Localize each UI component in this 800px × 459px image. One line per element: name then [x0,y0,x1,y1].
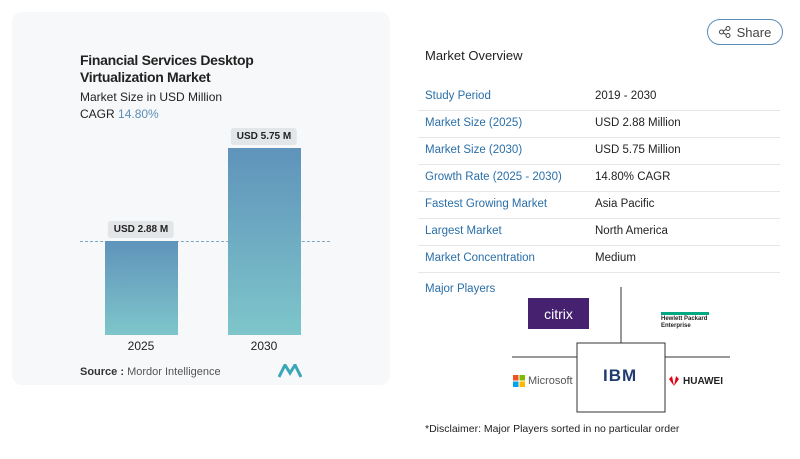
x-tick-label: 2025 [127,339,155,353]
chart-title: Financial Services Desktop Virtualizatio… [80,52,254,85]
logo-microsoft: Microsoft [513,375,573,387]
divider-box [576,342,666,413]
row-label: Fastest Growing Market [425,198,548,210]
row-value: USD 5.75 Million [595,144,681,156]
cagr: CAGR 14.80% [80,107,159,121]
reference-line [80,241,330,243]
share-icon [718,26,731,38]
row-separator [418,218,780,219]
logo-citrix: citrix [528,298,589,329]
row-value: USD 2.88 Million [595,117,681,129]
logo-ibm: IBM [603,366,638,385]
row-label: Largest Market [425,225,502,237]
ms-squares [513,375,525,387]
cagr-value: 14.80% [118,107,159,121]
value-label: USD 2.88 M [107,221,175,239]
row-label: Growth Rate (2025 - 2030) [425,171,562,183]
row-value: Asia Pacific [595,198,655,210]
row-separator [418,245,780,246]
overview-title: Market Overview [425,48,523,63]
share-button[interactable]: Share [707,19,783,45]
row-value: Medium [595,252,636,264]
share-text: Share [736,24,772,40]
source-name: Mordor Intelligence [127,366,221,378]
logo-huawei: HUAWEI [668,375,723,387]
row-label: Study Period [425,90,491,102]
cagr-label: CAGR [80,107,115,121]
players-title: Major Players [425,283,496,295]
logo-shape [278,364,302,378]
row-separator [418,110,780,111]
row-separator [418,191,780,192]
huawei-mark [669,376,679,386]
chart-subtitle: Market Size in USD Million [80,90,223,104]
row-separator [418,164,780,165]
row-label: Market Concentration [425,252,535,264]
source-label: Source : [80,366,125,378]
players-grid [512,287,730,413]
x-tick-label: 2030 [250,339,278,353]
ms-text: Microsoft [528,375,573,387]
row-label: Market Size (2030) [425,144,523,156]
brand-logo [278,364,302,378]
row-separator [418,272,780,273]
bar [104,241,178,335]
row-value: North America [595,225,668,237]
source: Source : Mordor Intelligence [80,366,221,378]
value-label: USD 5.75 M [230,128,298,145]
bar [227,148,301,335]
row-separator [418,137,780,138]
row-label: Market Size (2025) [425,117,523,129]
row-value: 14.80% CAGR [595,171,671,183]
row-value: 2019 - 2030 [595,90,657,102]
disclaimer: *Disclaimer: Major Players sorted in no … [425,423,680,435]
huawei-text: HUAWEI [683,375,723,387]
logo-hpe: Hewlett Packard Enterprise [661,312,709,330]
chart-card [12,12,390,385]
